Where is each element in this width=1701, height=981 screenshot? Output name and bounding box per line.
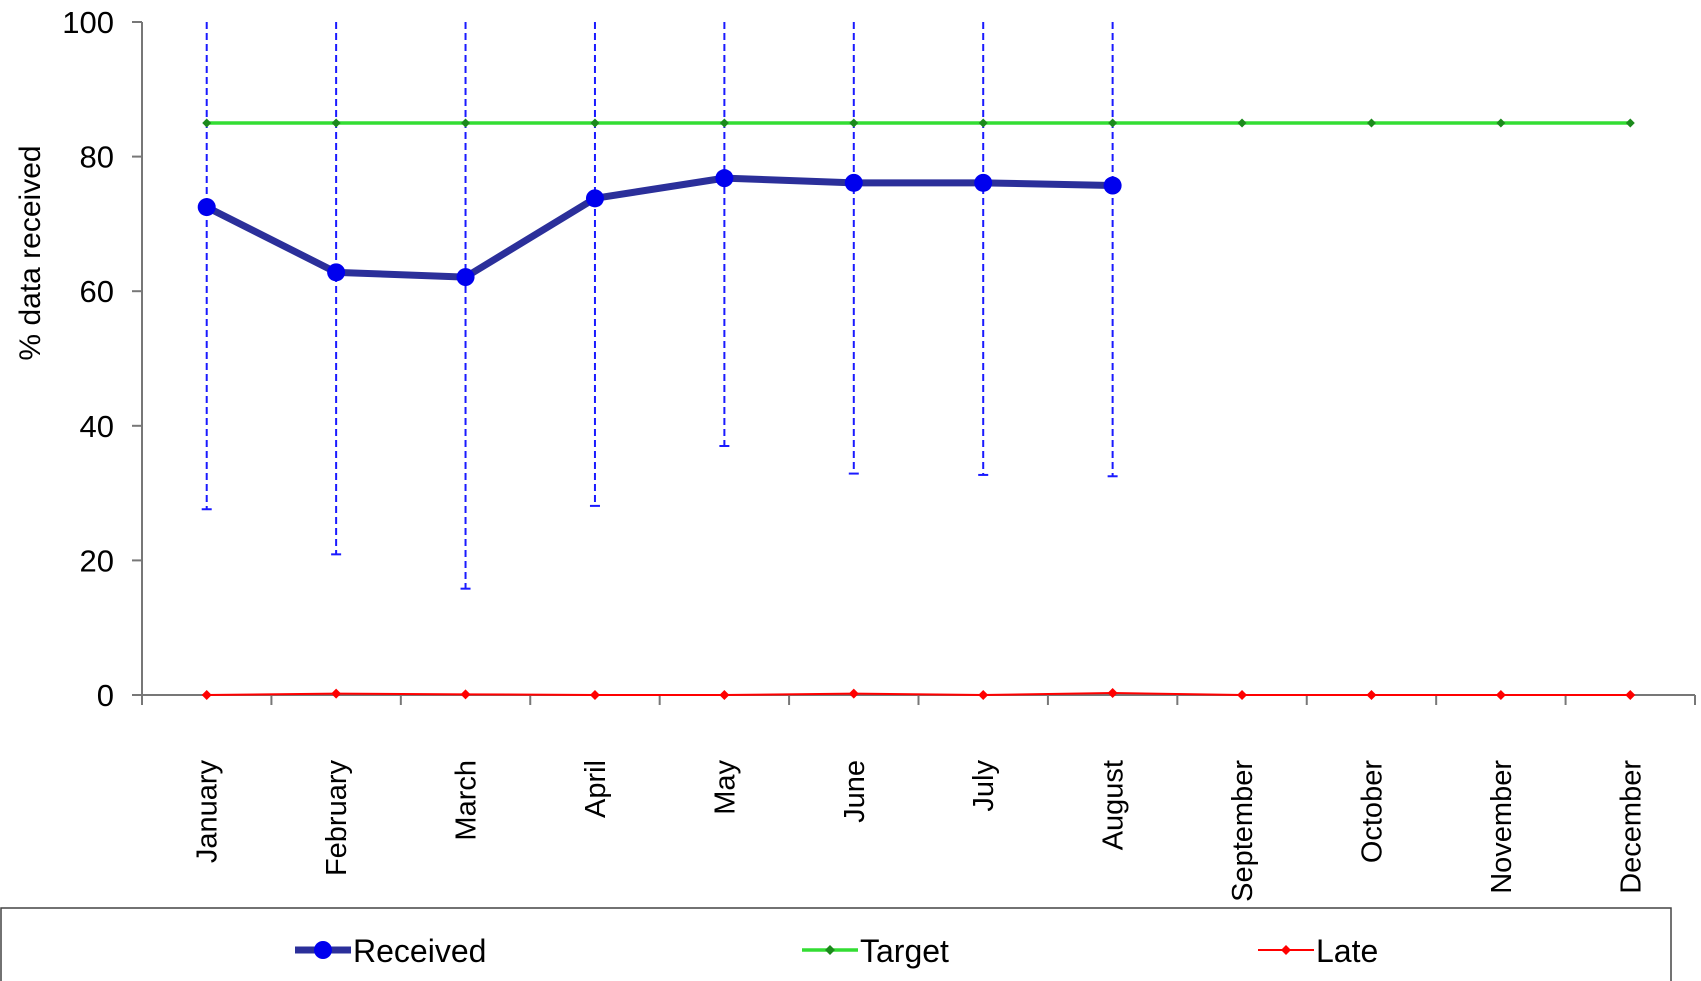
x-tick-label-november: November xyxy=(1486,760,1518,894)
point-late-october xyxy=(1366,690,1377,700)
point-received-june xyxy=(844,173,863,192)
x-tick-label-july: July xyxy=(968,760,1000,812)
legend-item-received: Received xyxy=(295,933,486,969)
point-target-june xyxy=(849,118,859,128)
y-axis-label: % data received xyxy=(14,145,47,360)
point-late-august xyxy=(1107,687,1118,698)
x-tick-labels: January February March April May June July Augu… xyxy=(192,760,1648,902)
legend-label-late: Late xyxy=(1316,933,1378,969)
legend-marker-target xyxy=(825,945,835,955)
point-late-february xyxy=(331,688,342,699)
point-late-march xyxy=(460,689,471,700)
series-line-late xyxy=(206,691,1631,696)
y-tick-label: 80 xyxy=(80,140,114,175)
x-tick-label-march: March xyxy=(451,760,483,841)
point-target-january xyxy=(202,118,212,128)
x-tick-label-may: May xyxy=(709,760,741,815)
y-tick-label: 0 xyxy=(97,678,114,713)
y-tick-label: 20 xyxy=(80,543,114,578)
point-target-march xyxy=(461,118,471,128)
point-received-august xyxy=(1103,176,1122,195)
point-late-january xyxy=(201,690,212,700)
point-late-july xyxy=(978,690,989,700)
y-tick-label: 40 xyxy=(80,409,114,444)
series-received xyxy=(197,169,1122,287)
y-tick-label: 60 xyxy=(80,274,114,309)
legend-label-received: Received xyxy=(353,933,486,969)
point-late-april xyxy=(589,690,600,700)
series-late xyxy=(201,687,1636,700)
point-received-may xyxy=(715,169,734,188)
x-tick-label-september: September xyxy=(1227,760,1259,902)
x-tick-label-december: December xyxy=(1615,760,1647,894)
point-received-january xyxy=(197,198,216,217)
series-target xyxy=(202,118,1635,128)
point-target-may xyxy=(719,118,729,128)
point-target-december xyxy=(1625,118,1635,128)
x-tick-label-october: October xyxy=(1356,760,1388,863)
point-target-july xyxy=(978,118,988,128)
y-tick-label: 100 xyxy=(62,5,114,40)
legend-item-late: Late xyxy=(1258,933,1378,969)
legend-item-target: Target xyxy=(802,933,949,969)
point-late-may xyxy=(719,690,730,700)
axes: 0 20 40 60 80 100 xyxy=(62,5,1696,713)
point-late-september xyxy=(1237,690,1248,700)
x-tick-label-august: August xyxy=(1098,760,1130,850)
legend-marker-received xyxy=(314,941,332,959)
point-target-november xyxy=(1496,118,1506,128)
x-tick-label-april: April xyxy=(580,760,612,818)
series-line-received xyxy=(205,174,1113,281)
point-late-december xyxy=(1625,690,1636,700)
x-tick-label-january: January xyxy=(192,760,224,864)
legend-label-target: Target xyxy=(860,933,949,969)
point-received-april xyxy=(585,189,604,208)
error-bars xyxy=(201,22,1118,590)
point-late-november xyxy=(1495,690,1506,700)
x-tick-label-june: June xyxy=(839,760,871,823)
point-target-april xyxy=(590,118,600,128)
point-target-october xyxy=(1366,118,1376,128)
point-received-february xyxy=(327,263,346,282)
point-target-february xyxy=(331,118,341,128)
point-target-september xyxy=(1237,118,1247,128)
legend-marker-late xyxy=(1281,945,1291,955)
legend-box xyxy=(0,907,1672,981)
series-group xyxy=(197,118,1636,700)
point-received-july xyxy=(974,173,993,192)
point-received-march xyxy=(456,268,475,287)
x-tick-label-february: February xyxy=(321,760,353,877)
point-late-june xyxy=(848,688,859,699)
legend: Received Target Late xyxy=(0,907,1672,981)
point-target-august xyxy=(1108,118,1118,128)
